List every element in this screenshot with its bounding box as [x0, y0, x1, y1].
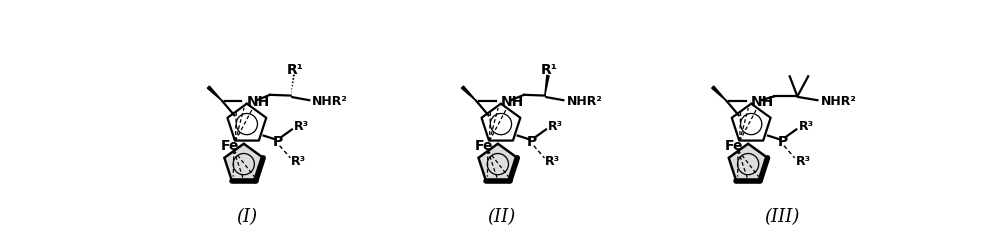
- Text: (II): (II): [487, 208, 515, 226]
- Text: Fe: Fe: [725, 138, 744, 152]
- Text: R³: R³: [294, 120, 309, 133]
- Text: NHR²: NHR²: [566, 95, 602, 108]
- Text: (I): (I): [236, 208, 257, 226]
- Text: Fe: Fe: [475, 138, 493, 152]
- Polygon shape: [478, 144, 517, 181]
- Text: R³: R³: [291, 154, 306, 167]
- Text: R³: R³: [545, 154, 560, 167]
- Polygon shape: [207, 87, 222, 102]
- Text: R¹: R¹: [541, 63, 558, 77]
- Polygon shape: [729, 144, 768, 181]
- Text: NH: NH: [247, 94, 270, 109]
- Polygon shape: [224, 144, 263, 181]
- Text: NH: NH: [751, 94, 774, 109]
- Polygon shape: [545, 76, 549, 96]
- Text: R¹: R¹: [287, 63, 304, 77]
- Text: NHR²: NHR²: [312, 95, 348, 108]
- Text: NHR²: NHR²: [821, 95, 856, 108]
- Polygon shape: [461, 87, 476, 102]
- Text: P: P: [273, 135, 283, 148]
- Text: R³: R³: [548, 120, 563, 133]
- Polygon shape: [712, 87, 727, 102]
- Text: NH: NH: [501, 94, 524, 109]
- Text: R³: R³: [799, 120, 814, 133]
- Text: R³: R³: [795, 154, 811, 167]
- Text: (III): (III): [764, 208, 800, 226]
- Text: P: P: [777, 135, 788, 148]
- Text: P: P: [527, 135, 537, 148]
- Text: Fe: Fe: [221, 138, 239, 152]
